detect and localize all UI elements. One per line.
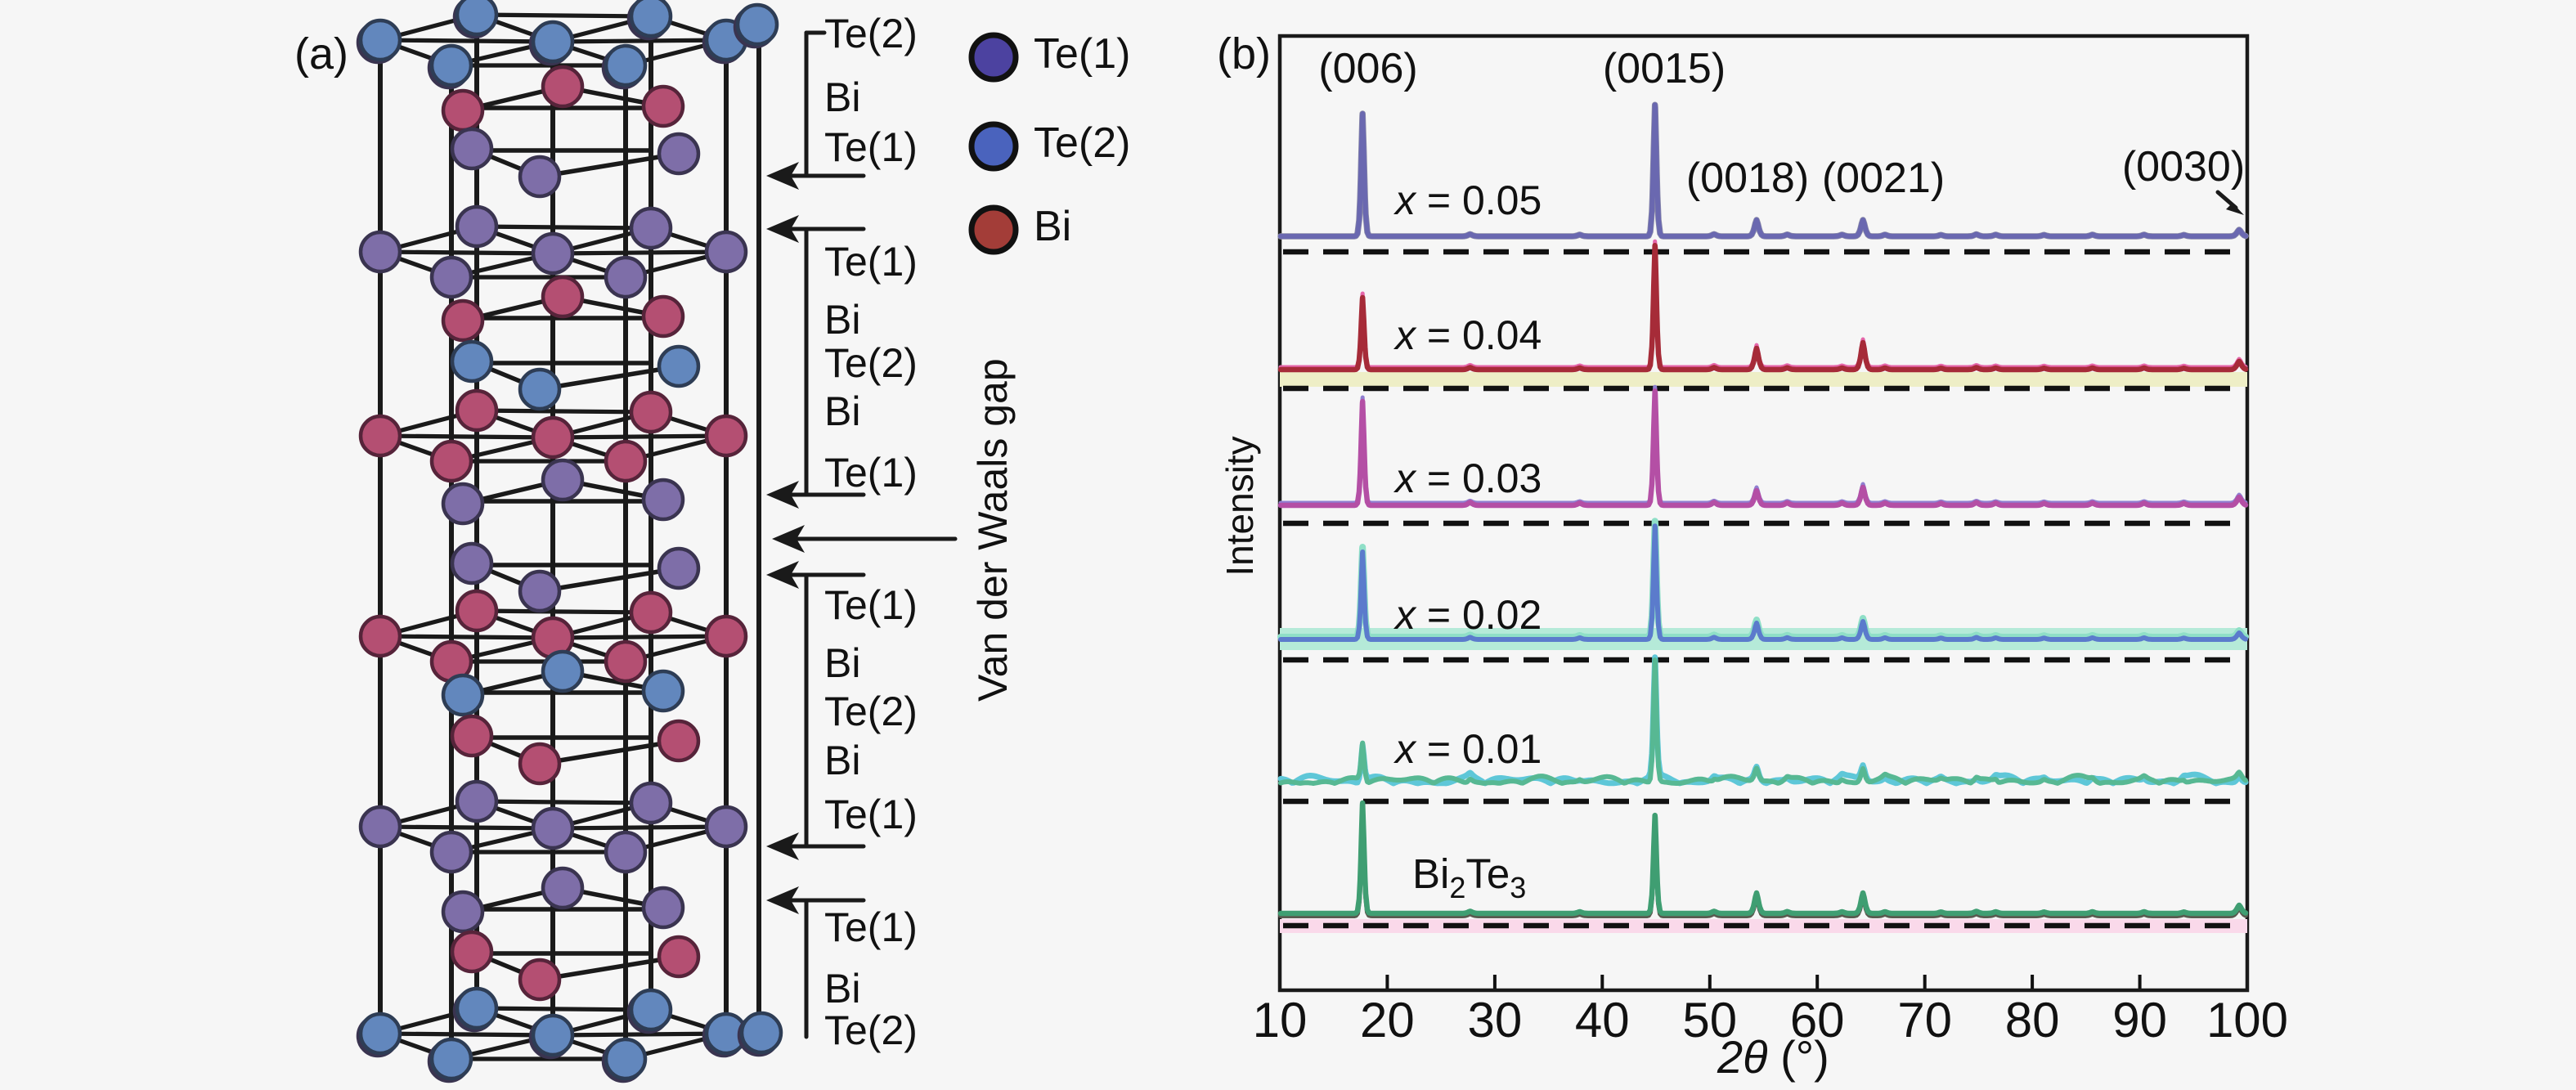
svg-text:Bi: Bi xyxy=(824,74,860,120)
svg-text:90: 90 xyxy=(2112,993,2167,1047)
svg-text:(0030): (0030) xyxy=(2122,143,2245,191)
svg-text:40: 40 xyxy=(1575,993,1630,1047)
svg-text:(b): (b) xyxy=(1217,29,1271,78)
svg-text:30: 30 xyxy=(1468,993,1523,1047)
svg-text:Bi: Bi xyxy=(824,640,860,686)
svg-text:Bi: Bi xyxy=(824,966,860,1012)
svg-text:60: 60 xyxy=(1790,993,1845,1047)
svg-text:(0018): (0018) xyxy=(1686,155,1809,202)
svg-text:2θ (°): 2θ (°) xyxy=(1717,1031,1829,1083)
svg-text:Te(1): Te(1) xyxy=(824,792,918,837)
svg-text:Te(2): Te(2) xyxy=(824,689,918,734)
svg-text:100: 100 xyxy=(2206,993,2288,1047)
svg-text:Te(2): Te(2) xyxy=(824,340,918,386)
svg-text:Te(1): Te(1) xyxy=(824,582,918,628)
svg-text:Van der Waals gap: Van der Waals gap xyxy=(970,358,1016,702)
svg-text:Te(2): Te(2) xyxy=(1034,119,1130,167)
svg-text:x = 0.05: x = 0.05 xyxy=(1393,177,1542,223)
svg-text:Te(1): Te(1) xyxy=(824,239,918,285)
svg-text:x = 0.01: x = 0.01 xyxy=(1393,726,1542,772)
svg-text:Intensity: Intensity xyxy=(1218,436,1261,576)
svg-text:Bi2Te3: Bi2Te3 xyxy=(1412,850,1526,904)
svg-text:Te(1): Te(1) xyxy=(824,904,918,950)
svg-text:(006): (006) xyxy=(1318,45,1417,92)
svg-text:Bi: Bi xyxy=(1034,203,1071,250)
svg-text:10: 10 xyxy=(1253,993,1308,1047)
svg-text:Te(2): Te(2) xyxy=(824,11,918,56)
svg-text:Te(1): Te(1) xyxy=(1034,30,1130,78)
svg-text:(0021): (0021) xyxy=(1822,155,1945,202)
svg-text:70: 70 xyxy=(1897,993,1952,1047)
svg-text:Bi: Bi xyxy=(824,388,860,434)
svg-text:x = 0.04: x = 0.04 xyxy=(1393,312,1542,358)
svg-text:50: 50 xyxy=(1682,993,1737,1047)
svg-text:Te(1): Te(1) xyxy=(824,450,918,496)
svg-text:Te(1): Te(1) xyxy=(824,124,918,170)
svg-text:x = 0.03: x = 0.03 xyxy=(1393,455,1542,501)
svg-text:Te(2): Te(2) xyxy=(824,1007,918,1053)
svg-text:(0015): (0015) xyxy=(1603,45,1726,92)
svg-text:(a): (a) xyxy=(294,29,348,78)
svg-text:Bi: Bi xyxy=(824,738,860,783)
svg-text:Bi: Bi xyxy=(824,297,860,343)
svg-text:20: 20 xyxy=(1360,993,1415,1047)
svg-text:80: 80 xyxy=(2005,993,2060,1047)
svg-text:x = 0.02: x = 0.02 xyxy=(1393,592,1542,638)
